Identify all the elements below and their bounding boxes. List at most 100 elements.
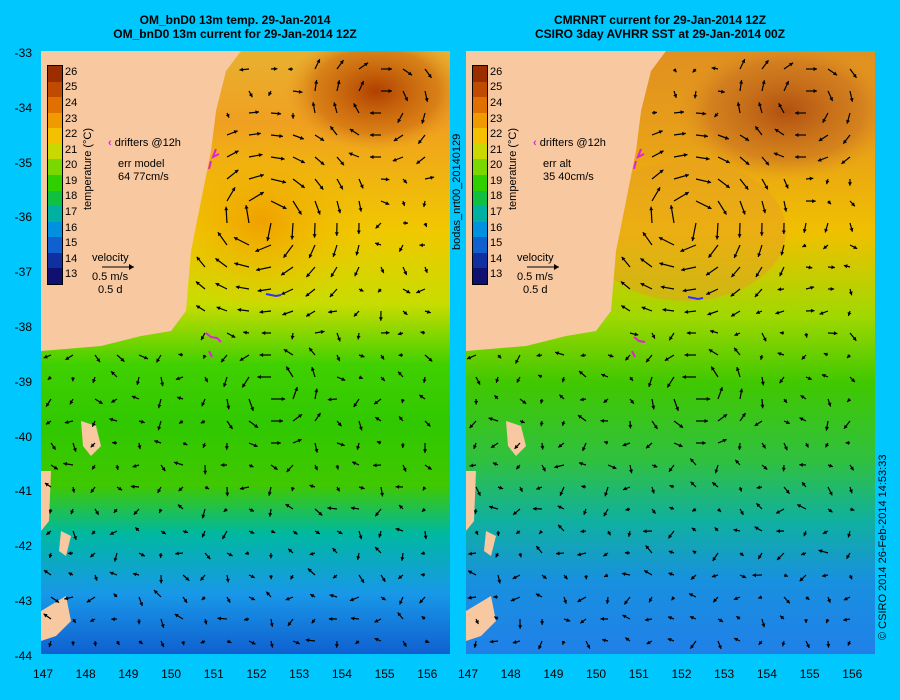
- latitude-tick-label: -40: [14, 429, 32, 444]
- velocity-arrowhead: [269, 575, 273, 580]
- colorbar-swatch: [48, 252, 62, 269]
- velocity-arrowhead: [282, 311, 287, 316]
- velocity-arrowhead: [305, 292, 310, 297]
- velocity-arrowhead: [228, 425, 233, 429]
- velocity-arrowhead: [423, 223, 428, 227]
- velocity-arrowhead: [378, 288, 382, 293]
- velocity-arrowhead: [539, 399, 544, 404]
- velocity-arrowhead: [48, 554, 53, 558]
- velocity-arrowhead: [156, 358, 160, 363]
- velocity-arrowhead: [353, 403, 358, 408]
- velocity-arrowhead: [251, 640, 256, 645]
- velocity-arrowhead: [684, 353, 689, 357]
- colorbar-swatch: [48, 112, 62, 129]
- left-legend-err: err model 64 77cm/s: [118, 158, 169, 184]
- velocity-arrowhead: [403, 179, 407, 184]
- velocity-arrowhead: [707, 311, 712, 316]
- velocity-arrowhead: [381, 596, 386, 601]
- velocity-arrowhead: [329, 593, 334, 598]
- velocity-arrowhead: [621, 305, 626, 310]
- colorbar-swatch: [48, 66, 62, 82]
- velocity-arrowhead: [733, 596, 738, 601]
- velocity-arrowhead: [359, 288, 364, 292]
- velocity-arrowhead: [783, 399, 787, 403]
- velocity-arrowhead: [520, 419, 525, 424]
- velocity-arrowhead: [328, 617, 333, 621]
- velocity-arrowhead: [397, 612, 402, 617]
- velocity-arrowhead: [477, 491, 481, 496]
- colorbar-swatch: [473, 190, 487, 207]
- velocity-arrowhead: [250, 508, 254, 512]
- velocity-arrowhead: [580, 529, 585, 534]
- velocity-arrowhead: [72, 447, 77, 452]
- velocity-arrowhead: [422, 486, 427, 491]
- velocity-arrowhead: [678, 443, 683, 448]
- velocity-arrowhead: [111, 617, 115, 622]
- velocity-arrowhead: [822, 573, 826, 578]
- velocity-arrowhead: [350, 616, 355, 621]
- velocity-arrowhead: [358, 375, 363, 380]
- colorbar-tick-label: 13: [65, 268, 78, 281]
- velocity-arrowhead: [360, 353, 365, 358]
- velocity-arrowhead: [358, 535, 363, 540]
- velocity-arrowhead: [175, 376, 180, 381]
- longitude-tick-label: 154: [331, 667, 352, 681]
- velocity-arrowhead: [217, 616, 222, 621]
- colorbar-swatch: [48, 97, 62, 113]
- velocity-arrowhead: [422, 379, 427, 383]
- colorbar-swatch: [48, 237, 62, 253]
- velocity-arrowhead: [216, 306, 221, 311]
- velocity-arrowhead: [200, 639, 205, 644]
- velocity-arrowhead: [711, 66, 716, 71]
- velocity-arrowhead: [277, 441, 281, 445]
- velocity-arrowhead: [653, 110, 657, 115]
- velocity-arrowhead: [140, 419, 145, 424]
- velocity-arrowhead: [225, 492, 230, 497]
- velocity-arrowhead: [828, 491, 833, 496]
- velocity-arrowhead: [682, 375, 686, 379]
- velocity-arrowhead: [259, 353, 264, 357]
- velocity-arrowhead: [43, 613, 48, 618]
- velocity-arrowhead: [286, 366, 290, 371]
- velocity-arrowhead: [269, 554, 273, 559]
- velocity-arrowhead: [556, 551, 560, 556]
- velocity-arrowhead: [279, 419, 283, 423]
- velocity-arrowhead: [181, 641, 186, 646]
- velocity-arrowhead: [243, 330, 247, 335]
- longitude-tick-label: 156: [417, 667, 438, 681]
- velocity-arrowhead: [287, 621, 292, 626]
- right-velocity-label: velocity: [517, 252, 554, 264]
- velocity-arrowhead: [271, 529, 276, 534]
- velocity-arrowhead: [653, 425, 658, 429]
- velocity-arrowhead: [781, 230, 786, 234]
- velocity-arrowhead: [398, 575, 403, 579]
- velocity-arrowhead: [711, 573, 716, 578]
- velocity-arrowhead: [823, 245, 828, 249]
- velocity-arrowhead: [710, 329, 714, 334]
- velocity-arrowhead: [179, 419, 184, 424]
- velocity-arrowhead: [65, 356, 70, 360]
- velocity-arrowhead: [419, 243, 423, 248]
- velocity-arrowhead: [741, 413, 746, 417]
- velocity-arrowhead: [557, 505, 562, 510]
- velocity-arrowhead: [293, 530, 298, 535]
- velocity-arrowhead: [258, 153, 263, 158]
- velocity-arrowhead: [808, 265, 813, 270]
- velocity-arrowhead: [847, 533, 852, 538]
- colorbar-swatch: [473, 221, 487, 238]
- velocity-arrowhead: [281, 397, 286, 401]
- colorbar-tick-label: 22: [490, 128, 503, 141]
- velocity-arrowhead: [704, 419, 708, 423]
- velocity-arrowhead: [374, 400, 379, 405]
- colorbar-swatch: [473, 237, 487, 253]
- velocity-arrowhead: [646, 358, 650, 363]
- velocity-arrowhead: [314, 388, 319, 393]
- velocity-arrowhead: [789, 62, 794, 67]
- colorbar-swatch: [473, 252, 487, 269]
- velocity-arrowhead: [516, 530, 521, 534]
- velocity-arrowhead: [518, 553, 523, 558]
- longitude-tick-label: 155: [799, 667, 820, 681]
- velocity-arrowhead: [656, 187, 661, 192]
- velocity-arrowhead: [178, 352, 183, 357]
- right-title-line2: CSIRO 3day AVHRR SST at 29-Jan-2014 00Z: [534, 27, 786, 41]
